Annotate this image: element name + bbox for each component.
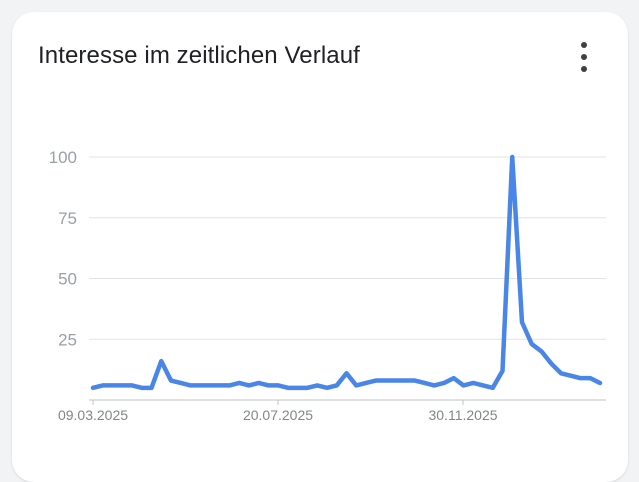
y-tick-label: 25 [58, 330, 77, 349]
x-tick-label: 20.07.2025 [243, 407, 313, 423]
y-tick-label: 50 [58, 270, 77, 289]
series-line [90, 154, 603, 391]
y-axis-ticks: 25 50 75 100 [49, 148, 77, 349]
x-tick-label: 30.11.2025 [428, 407, 497, 423]
chart-card: Interesse im zeitlichen Verlauf [12, 12, 628, 482]
more-vert-icon[interactable] [572, 40, 596, 74]
line-chart: 25 50 75 100 09.03.2025 20.07.2025 30.11.2025 [49, 148, 606, 423]
menu-dot [581, 66, 587, 72]
grid-lines [89, 156, 606, 401]
x-tick-label: 09.03.2025 [58, 407, 128, 423]
series-layer [90, 154, 603, 391]
chart-title: Interesse im zeitlichen Verlauf [38, 42, 360, 69]
y-tick-label: 100 [49, 148, 77, 167]
y-tick-label: 75 [58, 209, 77, 228]
menu-dot [581, 54, 587, 60]
x-axis-ticks: 09.03.2025 20.07.2025 30.11.2025 [58, 400, 498, 423]
menu-dot [581, 42, 587, 48]
